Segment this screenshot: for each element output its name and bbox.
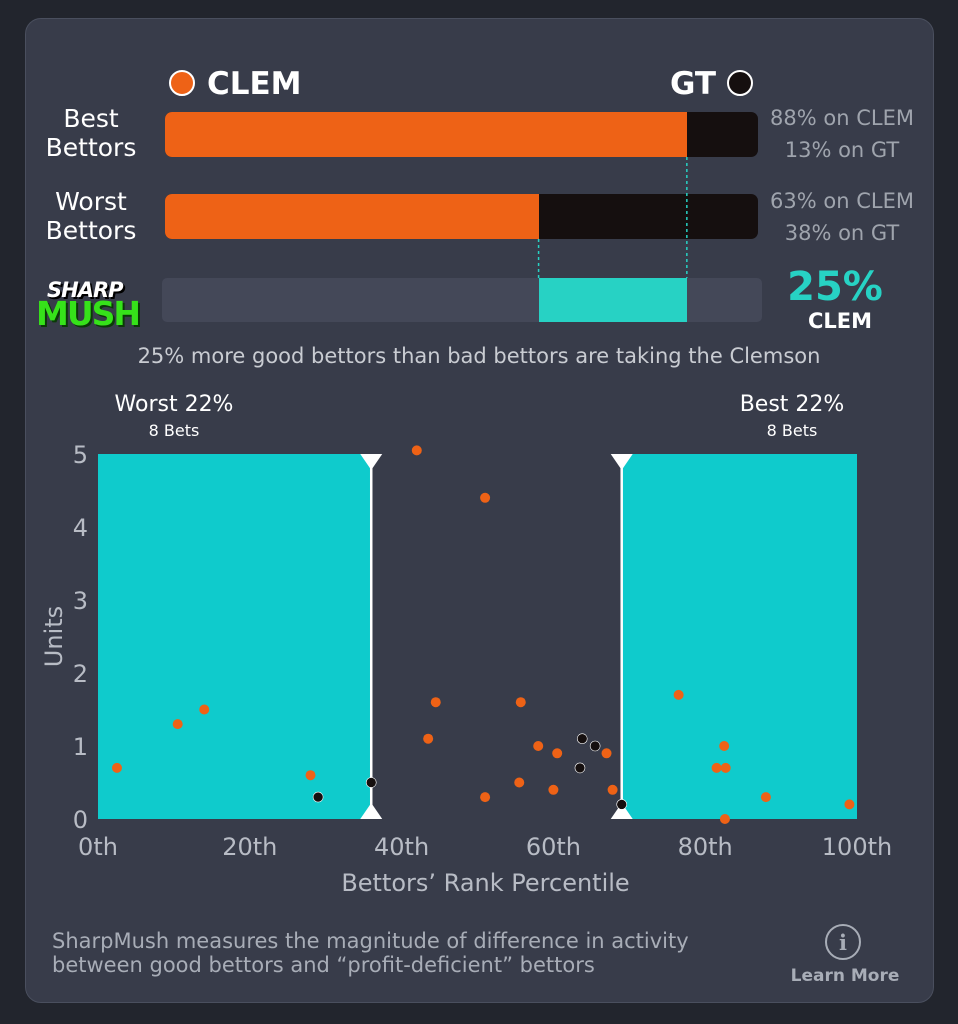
clem-data-point xyxy=(607,784,618,795)
y-axis-label: Units xyxy=(40,606,68,667)
best-bettors-clem-fill xyxy=(165,112,687,157)
range-handle-top-icon xyxy=(360,454,383,470)
sharpmush-logo: SHARP MUSH xyxy=(36,278,141,333)
clem-data-point xyxy=(515,697,526,708)
clem-data-point xyxy=(719,814,730,824)
clem-data-point xyxy=(533,741,544,751)
x-axis-label: Bettors’ Rank Percentile xyxy=(341,869,629,897)
worst-range-band xyxy=(98,454,372,819)
x-tick-label: 60th xyxy=(526,833,581,861)
x-tick-label: 20th xyxy=(222,833,277,861)
clem-data-point xyxy=(480,792,491,803)
clem-data-point xyxy=(719,741,730,751)
gt-data-point xyxy=(576,733,588,745)
clem-data-point xyxy=(711,762,722,773)
worst-bettors-clem-fill xyxy=(165,194,539,239)
clem-data-point xyxy=(552,748,563,759)
y-tick-label: 4 xyxy=(73,514,88,542)
clem-data-point xyxy=(548,784,559,795)
clem-data-point xyxy=(199,704,210,715)
gt-data-point xyxy=(616,799,628,810)
sharpmush-team: CLEM xyxy=(807,309,873,333)
clem-data-point xyxy=(430,697,441,708)
clem-data-point xyxy=(601,748,612,759)
sharpmush-value: 25% xyxy=(787,264,883,310)
sharpmush-summary: 25% more good bettors than bad bettors a… xyxy=(137,344,821,368)
clem-data-point xyxy=(172,719,183,730)
gt-data-point xyxy=(589,740,601,752)
y-tick-label: 0 xyxy=(73,806,88,834)
range-handle-top-icon xyxy=(610,454,633,470)
clem-data-point xyxy=(514,777,525,788)
right-team-name: GT xyxy=(670,66,717,102)
y-tick-label: 1 xyxy=(73,733,88,761)
best-bettors-bar xyxy=(165,112,758,157)
worst-bettors-percentages: 63% on CLEM 38% on GT xyxy=(770,189,914,245)
clem-data-point xyxy=(423,733,434,744)
footer-description: SharpMush measures the magnitude of diff… xyxy=(52,929,689,977)
best-range-band xyxy=(621,454,857,819)
range-handle-bottom-icon xyxy=(360,803,383,819)
clem-data-point xyxy=(111,762,122,773)
x-tick-label: 0th xyxy=(78,833,118,861)
clem-data-point xyxy=(844,799,855,810)
bettor-rank-scatter-chart: 0 1 2 3 4 5 0th 20th 40th 60th 80th 100th Bettors’ R… xyxy=(40,441,892,897)
worst-range-title: Worst 22% xyxy=(114,392,234,417)
y-tick-label: 3 xyxy=(73,587,88,615)
difference-connector-lines xyxy=(537,157,688,278)
range-handle-bottom-icon xyxy=(610,803,633,819)
clem-data-point xyxy=(411,445,422,456)
worst-bettors-bar xyxy=(165,194,758,239)
x-tick-label: 100th xyxy=(822,833,892,861)
gt-data-point xyxy=(312,791,324,803)
best-range-count: 8 Bets xyxy=(766,421,818,440)
clem-data-point xyxy=(673,689,684,700)
worst-range-count: 8 Bets xyxy=(148,421,200,440)
gt-data-point xyxy=(365,777,377,788)
clem-data-point xyxy=(480,492,491,503)
gt-team-dot-icon xyxy=(727,70,753,96)
learn-more-link[interactable]: Learn More xyxy=(790,966,900,986)
info-icon[interactable]: i xyxy=(825,924,861,960)
clem-data-point xyxy=(305,770,316,781)
gt-data-point xyxy=(574,762,586,774)
clem-data-point xyxy=(720,762,731,773)
worst-bettors-label: Worst Bettors xyxy=(45,187,137,245)
y-tick-label: 2 xyxy=(73,660,88,688)
clem-team-dot-icon xyxy=(169,70,195,96)
clem-data-point xyxy=(760,792,771,803)
y-tick-label: 5 xyxy=(73,441,88,469)
x-tick-label: 40th xyxy=(374,833,429,861)
sharpmush-difference-bar xyxy=(538,278,687,322)
best-bettors-percentages: 88% on CLEM 13% on GT xyxy=(770,106,914,162)
left-team-name: CLEM xyxy=(207,66,302,102)
best-range-title: Best 22% xyxy=(739,392,845,417)
best-bettors-label: Best Bettors xyxy=(45,104,137,162)
x-tick-label: 80th xyxy=(678,833,733,861)
